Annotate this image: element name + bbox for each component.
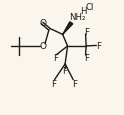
Text: NH₂: NH₂: [69, 13, 85, 22]
Text: F: F: [63, 67, 68, 76]
Polygon shape: [62, 23, 73, 35]
Text: F: F: [51, 79, 56, 88]
Text: F: F: [53, 54, 58, 63]
Text: F: F: [84, 54, 89, 63]
Text: F: F: [96, 42, 101, 50]
Text: F: F: [84, 28, 89, 37]
Text: H: H: [80, 6, 87, 15]
Text: F: F: [72, 79, 77, 88]
Text: O: O: [39, 19, 46, 27]
Text: Cl: Cl: [86, 3, 94, 12]
Text: O: O: [39, 42, 46, 51]
